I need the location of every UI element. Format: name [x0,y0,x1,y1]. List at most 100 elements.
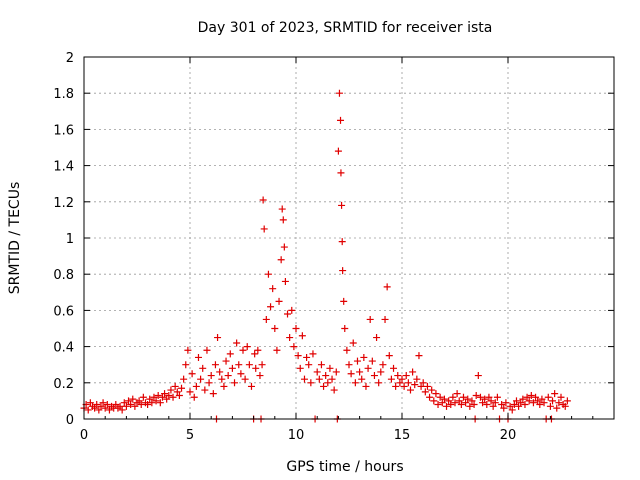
data-point [267,303,275,311]
data-point [222,357,230,365]
data-point [447,401,455,409]
grid [84,57,614,419]
data-point [207,372,215,380]
data-point [474,372,482,380]
data-point [534,397,542,405]
data-point [358,375,366,383]
data-point [451,399,459,407]
data-point [438,399,446,407]
data-point [273,346,281,354]
data-point [394,372,402,380]
data-point [188,370,196,378]
data-point [167,386,175,394]
data-point [525,397,533,405]
data-point [180,375,188,383]
data-point [137,401,145,409]
data-point [315,375,323,383]
data-point [538,395,546,403]
data-point [158,393,166,401]
data-point [258,361,266,369]
y-tick-label: 0.4 [53,341,74,356]
x-axis-label: GPS time / hours [286,459,403,475]
data-point [256,372,264,380]
data-point [459,393,467,401]
data-point [434,401,442,409]
data-point [512,397,520,405]
data-point [529,399,537,407]
data-point [203,346,211,354]
data-point [335,89,343,97]
data-point [483,401,491,409]
data-point [411,381,419,389]
data-point [214,334,222,342]
x-tick-label: 10 [288,428,305,443]
y-tick-label: 1.4 [53,160,74,175]
data-point [536,401,544,409]
data-point [320,382,328,390]
data-point [288,306,296,314]
y-tick-label: 1.2 [53,196,74,211]
data-point [99,399,107,407]
data-point [135,397,143,405]
data-point [343,346,351,354]
data-point [426,393,434,401]
y-tick-label: 0 [66,413,74,428]
data-point [487,397,495,405]
data-point [364,364,372,372]
data-point [178,384,186,392]
data-point [309,350,317,358]
data-point [260,225,268,233]
data-point [479,399,487,407]
data-point [237,370,245,378]
data-point [197,375,205,383]
data-point [199,364,207,372]
data-point [519,395,527,403]
y-tick-label: 0.2 [53,377,74,392]
data-point [93,401,101,409]
data-point [175,391,183,399]
data-point [129,395,137,403]
data-point [549,397,557,405]
data-point [290,343,298,351]
data-point [231,379,239,387]
data-point [280,243,288,251]
data-point [373,334,381,342]
data-point [122,402,130,410]
data-point [385,352,393,360]
data-point [462,399,470,407]
data-point [118,406,126,414]
data-point [95,406,103,414]
data-point [555,399,563,407]
data-point [105,406,113,414]
data-point [186,388,194,396]
data-point [190,393,198,401]
data-point [259,196,267,204]
data-point [515,402,523,410]
data-point [532,393,540,401]
data-point [436,393,444,401]
data-point [392,382,400,390]
data-point [152,397,160,405]
data-point [341,325,349,332]
data-point [278,205,286,213]
data-point [360,353,368,361]
data-point [375,379,383,387]
data-point [97,402,105,410]
data-point [103,401,111,409]
y-tick-label: 1.6 [53,123,74,138]
data-point [317,361,325,369]
data-point [192,382,200,390]
data-point [561,402,569,410]
data-point [485,393,493,401]
data-point [224,372,232,380]
data-point [235,361,243,369]
y-axis-label: SRMTID / TECUs [7,182,23,295]
data-point [377,368,385,376]
data-point [351,379,359,387]
data-point [182,361,190,369]
data-point [209,390,217,398]
data-point [330,386,338,394]
data-point [163,395,171,403]
data-point [298,332,306,340]
data-point [251,350,259,358]
